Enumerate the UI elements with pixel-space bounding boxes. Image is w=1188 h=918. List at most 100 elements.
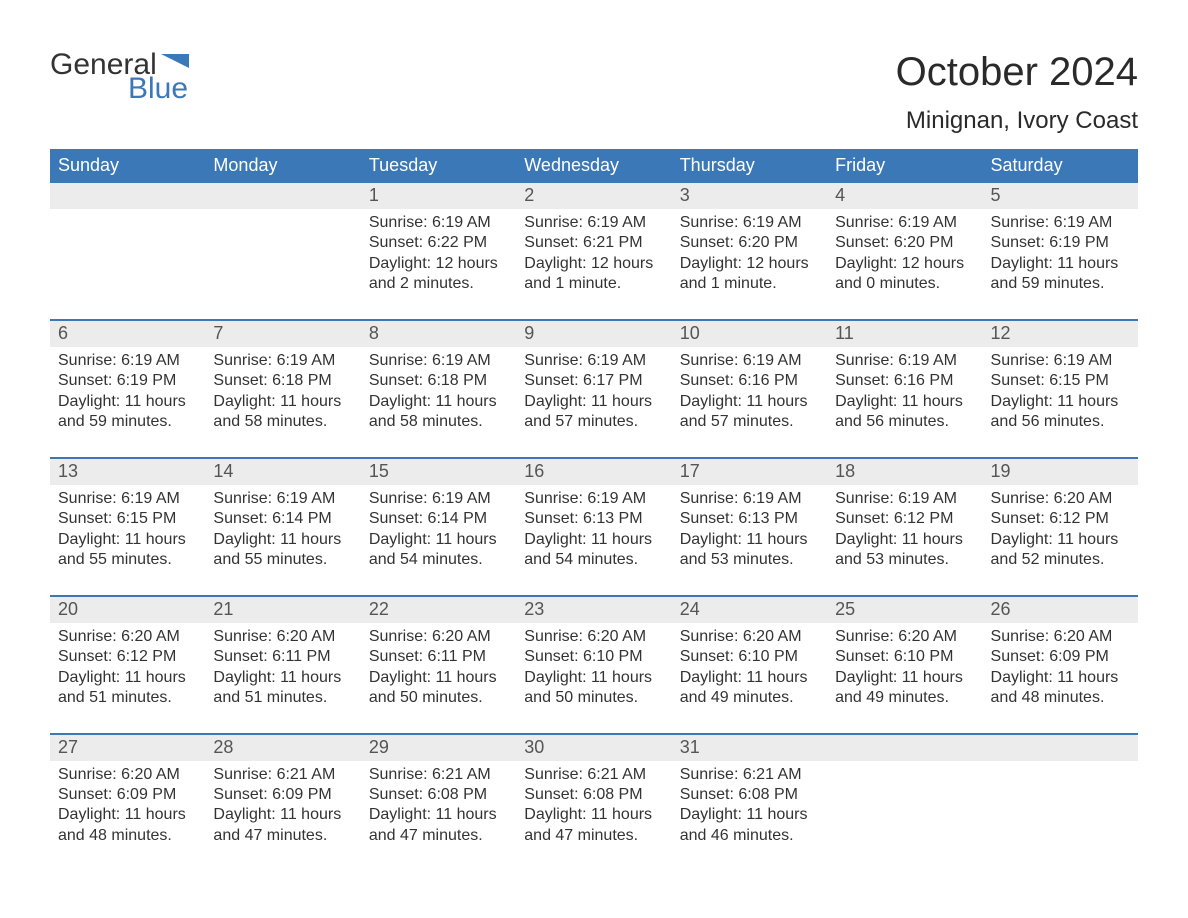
day-cell: 28Sunrise: 6:21 AMSunset: 6:09 PMDayligh… <box>205 735 360 847</box>
sunrise-text: Sunrise: 6:19 AM <box>835 213 974 233</box>
day-cell: 16Sunrise: 6:19 AMSunset: 6:13 PMDayligh… <box>516 459 671 571</box>
daylight-text: Daylight: 11 hours and 55 minutes. <box>58 530 197 571</box>
day-number: 2 <box>516 183 671 209</box>
day-number: 30 <box>516 735 671 761</box>
daylight-text: Daylight: 11 hours and 58 minutes. <box>369 392 508 433</box>
day-cell: 29Sunrise: 6:21 AMSunset: 6:08 PMDayligh… <box>361 735 516 847</box>
day-number <box>50 183 205 209</box>
day-number: 7 <box>205 321 360 347</box>
day-cell: 8Sunrise: 6:19 AMSunset: 6:18 PMDaylight… <box>361 321 516 433</box>
daylight-text: Daylight: 11 hours and 56 minutes. <box>835 392 974 433</box>
day-cell: 10Sunrise: 6:19 AMSunset: 6:16 PMDayligh… <box>672 321 827 433</box>
weeks-container: 1Sunrise: 6:19 AMSunset: 6:22 PMDaylight… <box>50 183 1138 846</box>
weekday-header: Tuesday <box>361 149 516 183</box>
sunrise-text: Sunrise: 6:19 AM <box>369 213 508 233</box>
day-body: Sunrise: 6:19 AMSunset: 6:14 PMDaylight:… <box>361 485 516 571</box>
day-number: 1 <box>361 183 516 209</box>
day-body: Sunrise: 6:20 AMSunset: 6:09 PMDaylight:… <box>50 761 205 847</box>
sunrise-text: Sunrise: 6:19 AM <box>58 351 197 371</box>
daylight-text: Daylight: 11 hours and 59 minutes. <box>991 254 1130 295</box>
sunset-text: Sunset: 6:14 PM <box>213 509 352 529</box>
weekday-header-row: SundayMondayTuesdayWednesdayThursdayFrid… <box>50 149 1138 183</box>
daylight-text: Daylight: 11 hours and 47 minutes. <box>213 805 352 846</box>
day-cell: 19Sunrise: 6:20 AMSunset: 6:12 PMDayligh… <box>983 459 1138 571</box>
day-cell: 17Sunrise: 6:19 AMSunset: 6:13 PMDayligh… <box>672 459 827 571</box>
sunrise-text: Sunrise: 6:19 AM <box>991 213 1130 233</box>
day-body: Sunrise: 6:20 AMSunset: 6:11 PMDaylight:… <box>205 623 360 709</box>
day-cell: 13Sunrise: 6:19 AMSunset: 6:15 PMDayligh… <box>50 459 205 571</box>
day-cell: 6Sunrise: 6:19 AMSunset: 6:19 PMDaylight… <box>50 321 205 433</box>
day-number: 29 <box>361 735 516 761</box>
day-cell: 21Sunrise: 6:20 AMSunset: 6:11 PMDayligh… <box>205 597 360 709</box>
daylight-text: Daylight: 11 hours and 54 minutes. <box>369 530 508 571</box>
sunset-text: Sunset: 6:08 PM <box>369 785 508 805</box>
day-cell: 25Sunrise: 6:20 AMSunset: 6:10 PMDayligh… <box>827 597 982 709</box>
sunset-text: Sunset: 6:09 PM <box>213 785 352 805</box>
sunrise-text: Sunrise: 6:19 AM <box>524 351 663 371</box>
daylight-text: Daylight: 11 hours and 50 minutes. <box>524 668 663 709</box>
day-body: Sunrise: 6:19 AMSunset: 6:17 PMDaylight:… <box>516 347 671 433</box>
sunrise-text: Sunrise: 6:19 AM <box>58 489 197 509</box>
day-number: 15 <box>361 459 516 485</box>
sunrise-text: Sunrise: 6:19 AM <box>991 351 1130 371</box>
sunset-text: Sunset: 6:22 PM <box>369 233 508 253</box>
day-body: Sunrise: 6:21 AMSunset: 6:08 PMDaylight:… <box>516 761 671 847</box>
day-body: Sunrise: 6:19 AMSunset: 6:12 PMDaylight:… <box>827 485 982 571</box>
day-body: Sunrise: 6:20 AMSunset: 6:12 PMDaylight:… <box>50 623 205 709</box>
daylight-text: Daylight: 11 hours and 46 minutes. <box>680 805 819 846</box>
sunset-text: Sunset: 6:15 PM <box>991 371 1130 391</box>
daylight-text: Daylight: 11 hours and 48 minutes. <box>991 668 1130 709</box>
daylight-text: Daylight: 11 hours and 51 minutes. <box>213 668 352 709</box>
sunrise-text: Sunrise: 6:19 AM <box>369 351 508 371</box>
day-number: 13 <box>50 459 205 485</box>
day-cell: 30Sunrise: 6:21 AMSunset: 6:08 PMDayligh… <box>516 735 671 847</box>
day-cell: 24Sunrise: 6:20 AMSunset: 6:10 PMDayligh… <box>672 597 827 709</box>
sunset-text: Sunset: 6:12 PM <box>58 647 197 667</box>
day-number: 16 <box>516 459 671 485</box>
day-cell: 15Sunrise: 6:19 AMSunset: 6:14 PMDayligh… <box>361 459 516 571</box>
sunrise-text: Sunrise: 6:20 AM <box>58 765 197 785</box>
day-number: 31 <box>672 735 827 761</box>
sunset-text: Sunset: 6:10 PM <box>680 647 819 667</box>
sunset-text: Sunset: 6:10 PM <box>524 647 663 667</box>
daylight-text: Daylight: 11 hours and 55 minutes. <box>213 530 352 571</box>
sunrise-text: Sunrise: 6:20 AM <box>991 489 1130 509</box>
sunset-text: Sunset: 6:19 PM <box>991 233 1130 253</box>
weekday-header: Wednesday <box>516 149 671 183</box>
day-body: Sunrise: 6:19 AMSunset: 6:22 PMDaylight:… <box>361 209 516 295</box>
sunrise-text: Sunrise: 6:21 AM <box>524 765 663 785</box>
weekday-header: Friday <box>827 149 982 183</box>
sunrise-text: Sunrise: 6:19 AM <box>524 213 663 233</box>
day-number: 8 <box>361 321 516 347</box>
day-body: Sunrise: 6:19 AMSunset: 6:15 PMDaylight:… <box>983 347 1138 433</box>
day-cell: 26Sunrise: 6:20 AMSunset: 6:09 PMDayligh… <box>983 597 1138 709</box>
sunrise-text: Sunrise: 6:19 AM <box>835 489 974 509</box>
sunset-text: Sunset: 6:20 PM <box>835 233 974 253</box>
sunrise-text: Sunrise: 6:20 AM <box>58 627 197 647</box>
sunset-text: Sunset: 6:18 PM <box>369 371 508 391</box>
weekday-header: Saturday <box>983 149 1138 183</box>
day-number: 5 <box>983 183 1138 209</box>
day-body: Sunrise: 6:19 AMSunset: 6:18 PMDaylight:… <box>361 347 516 433</box>
day-body: Sunrise: 6:19 AMSunset: 6:20 PMDaylight:… <box>672 209 827 295</box>
day-number: 24 <box>672 597 827 623</box>
sunrise-text: Sunrise: 6:20 AM <box>835 627 974 647</box>
day-number: 12 <box>983 321 1138 347</box>
day-cell: 1Sunrise: 6:19 AMSunset: 6:22 PMDaylight… <box>361 183 516 295</box>
sunrise-text: Sunrise: 6:19 AM <box>835 351 974 371</box>
day-number <box>983 735 1138 761</box>
day-number: 17 <box>672 459 827 485</box>
sunrise-text: Sunrise: 6:21 AM <box>369 765 508 785</box>
sunset-text: Sunset: 6:14 PM <box>369 509 508 529</box>
day-cell: 27Sunrise: 6:20 AMSunset: 6:09 PMDayligh… <box>50 735 205 847</box>
day-body: Sunrise: 6:20 AMSunset: 6:12 PMDaylight:… <box>983 485 1138 571</box>
day-cell: 31Sunrise: 6:21 AMSunset: 6:08 PMDayligh… <box>672 735 827 847</box>
day-number: 20 <box>50 597 205 623</box>
day-cell: 20Sunrise: 6:20 AMSunset: 6:12 PMDayligh… <box>50 597 205 709</box>
day-cell: 7Sunrise: 6:19 AMSunset: 6:18 PMDaylight… <box>205 321 360 433</box>
day-body: Sunrise: 6:20 AMSunset: 6:09 PMDaylight:… <box>983 623 1138 709</box>
day-body: Sunrise: 6:20 AMSunset: 6:10 PMDaylight:… <box>827 623 982 709</box>
day-number: 9 <box>516 321 671 347</box>
day-number <box>827 735 982 761</box>
day-number: 26 <box>983 597 1138 623</box>
